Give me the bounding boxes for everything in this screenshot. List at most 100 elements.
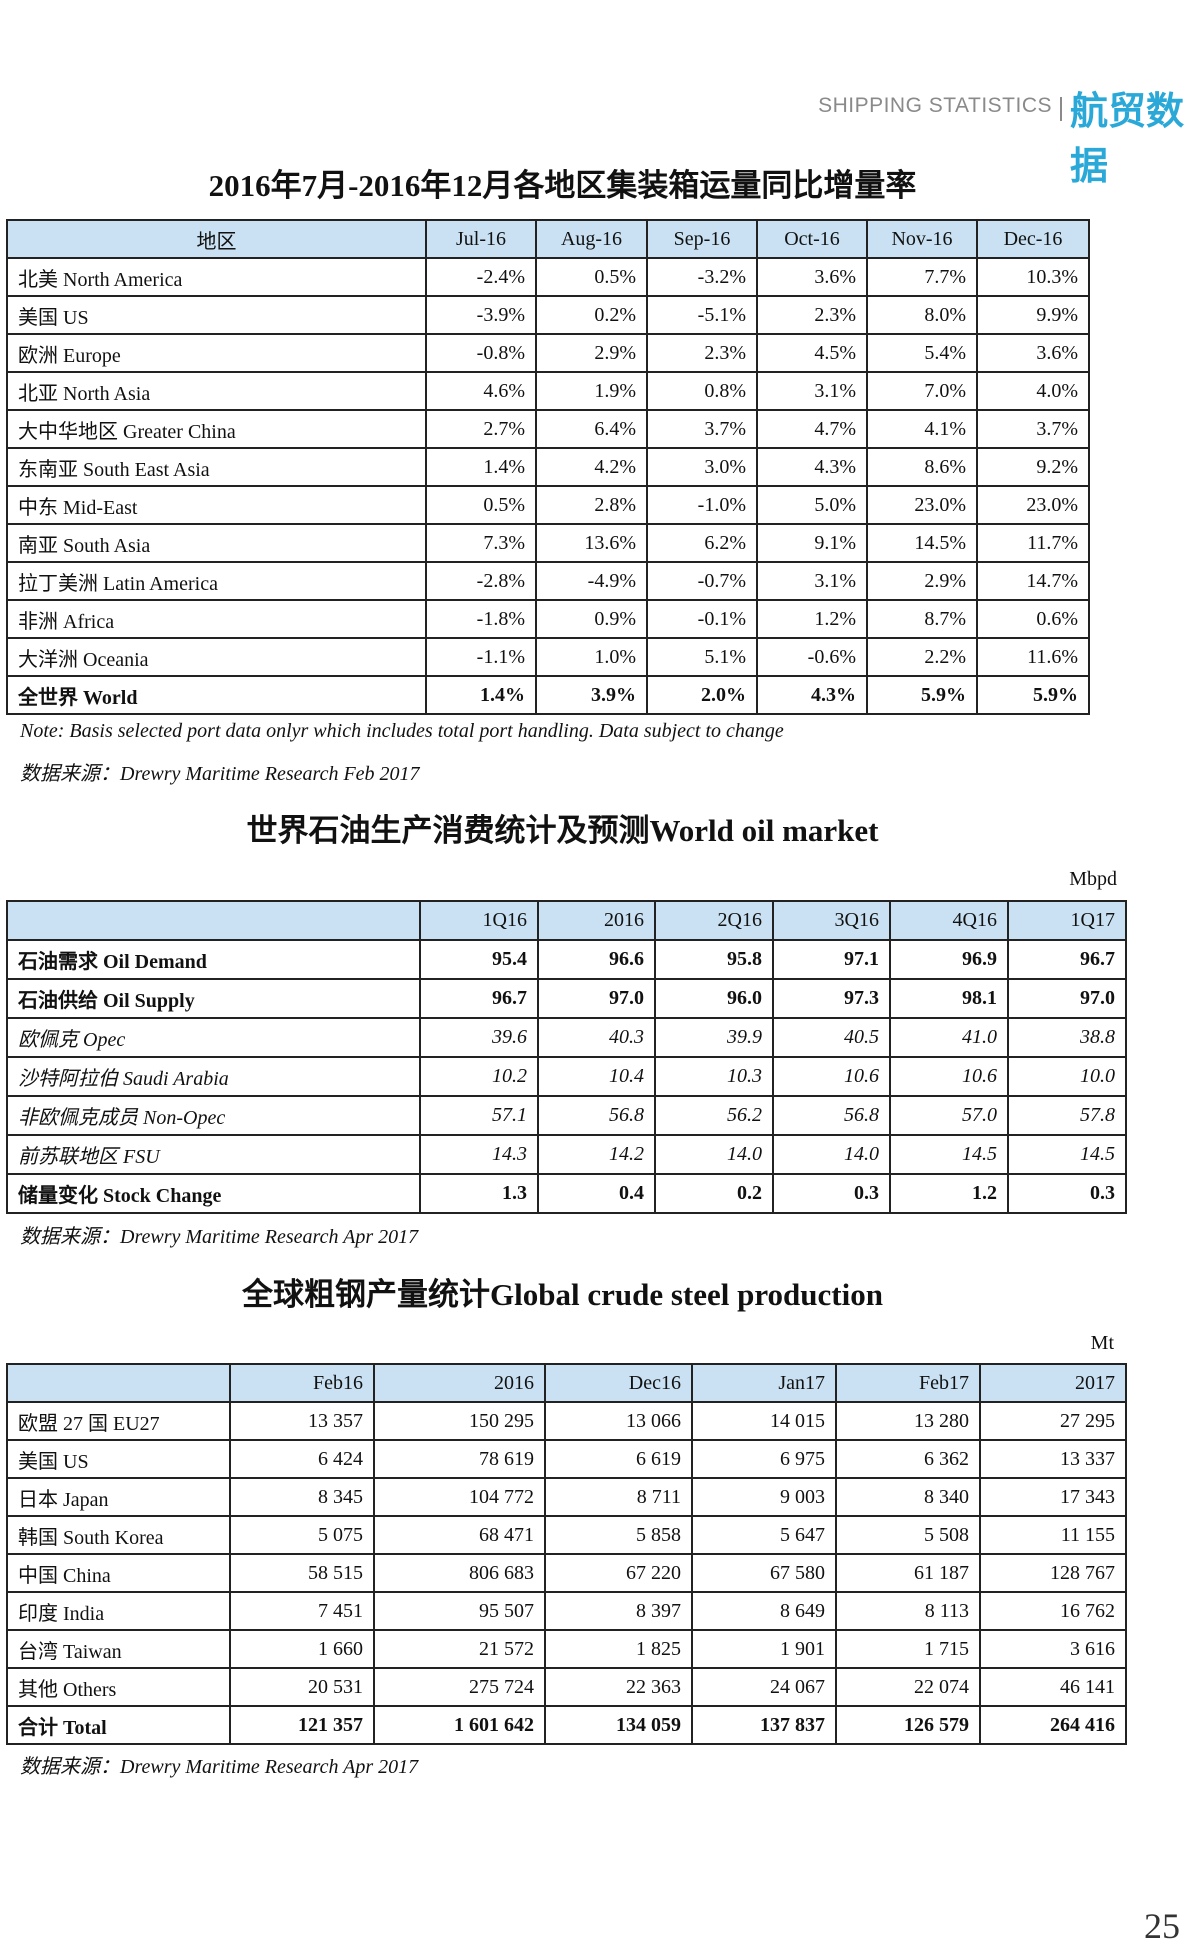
cell: 0.3 bbox=[1007, 1173, 1127, 1214]
table-row: 欧佩克 Opec 39.6 40.3 39.9 40.5 41.0 38.8 bbox=[6, 1017, 1127, 1058]
table-row: 中国 China 58 515 806 683 67 220 67 580 61 187 1… bbox=[6, 1553, 1127, 1593]
cell: -2.8% bbox=[425, 561, 537, 601]
row-label: 石油供给 Oil Supply bbox=[6, 978, 421, 1019]
cell: 14.5 bbox=[1007, 1134, 1127, 1175]
row-label: 韩国 South Korea bbox=[6, 1515, 231, 1555]
header-cell: Feb17 bbox=[835, 1363, 981, 1403]
cell: 10.3% bbox=[976, 257, 1090, 297]
cell: 9.9% bbox=[976, 295, 1090, 335]
cell: 95.4 bbox=[419, 939, 539, 980]
row-label: 合计 Total bbox=[6, 1705, 231, 1745]
table-title: 世界石油生产消费统计及预测World oil market bbox=[246, 813, 879, 848]
cell: -0.6% bbox=[756, 637, 868, 677]
cell: 9 003 bbox=[691, 1477, 837, 1517]
header-cell: Sep-16 bbox=[646, 219, 758, 259]
header-cell: Oct-16 bbox=[756, 219, 868, 259]
cell: 14.2 bbox=[537, 1134, 656, 1175]
cell: 1 601 642 bbox=[373, 1705, 546, 1745]
cell: 23.0% bbox=[866, 485, 978, 525]
cell: 2.3% bbox=[646, 333, 758, 373]
cell: 4.5% bbox=[756, 333, 868, 373]
cell: 2.9% bbox=[535, 333, 648, 373]
row-label: 印度 India bbox=[6, 1591, 231, 1631]
cell: 6 975 bbox=[691, 1439, 837, 1479]
cell: 2.8% bbox=[535, 485, 648, 525]
cell: 1 715 bbox=[835, 1629, 981, 1669]
table-row: 储量变化 Stock Change 1.3 0.4 0.2 0.3 1.2 0.3 bbox=[6, 1173, 1127, 1214]
cell: 6.2% bbox=[646, 523, 758, 563]
oil-table: 1Q16 2016 2Q16 3Q16 4Q16 1Q17 石油需求 Oil Demand 9… bbox=[6, 900, 1127, 1214]
cell: 121 357 bbox=[229, 1705, 375, 1745]
cell: 22 363 bbox=[544, 1667, 693, 1707]
row-label: 非欧佩克成员 Non-Opec bbox=[6, 1095, 421, 1136]
header-cell: Jul-16 bbox=[425, 219, 537, 259]
cell: 4.2% bbox=[535, 447, 648, 487]
header-row: 1Q16 2016 2Q16 3Q16 4Q16 1Q17 bbox=[6, 900, 1127, 941]
header-cell: 2016 bbox=[537, 900, 656, 941]
header-row: 地区 Jul-16 Aug-16 Sep-16 Oct-16 Nov-16 Dec-16 bbox=[6, 219, 1090, 259]
table-row: 欧盟 27 国 EU27 13 357 150 295 13 066 14 015 13 … bbox=[6, 1401, 1127, 1441]
cell: 4.3% bbox=[756, 675, 868, 715]
cell: 5.0% bbox=[756, 485, 868, 525]
cell: 14.3 bbox=[419, 1134, 539, 1175]
cell: -1.0% bbox=[646, 485, 758, 525]
table-row: 大洋洲 Oceania -1.1% 1.0% 5.1% -0.6% 2.2% 11.6% bbox=[6, 637, 1090, 677]
cell: 97.1 bbox=[772, 939, 891, 980]
cell: 10.4 bbox=[537, 1056, 656, 1097]
cell: 56.2 bbox=[654, 1095, 774, 1136]
unit: Mt bbox=[1090, 1332, 1114, 1354]
cell: 40.3 bbox=[537, 1017, 656, 1058]
cell: 9.1% bbox=[756, 523, 868, 563]
cell: 1.2 bbox=[889, 1173, 1009, 1214]
cell: -1.8% bbox=[425, 599, 537, 639]
row-label: 欧洲 Europe bbox=[6, 333, 427, 373]
table-row: 石油供给 Oil Supply 96.7 97.0 96.0 97.3 98.1 97.0 bbox=[6, 978, 1127, 1019]
table-row: 北亚 North Asia 4.6% 1.9% 0.8% 3.1% 7.0% 4.0% bbox=[6, 371, 1090, 411]
cell: 14.5% bbox=[866, 523, 978, 563]
table-row: 台湾 Taiwan 1 660 21 572 1 825 1 901 1 715 3 616 bbox=[6, 1629, 1127, 1669]
header-cell: 2Q16 bbox=[654, 900, 774, 941]
cell: 3.7% bbox=[646, 409, 758, 449]
cell: 8 345 bbox=[229, 1477, 375, 1517]
cell: 24 067 bbox=[691, 1667, 837, 1707]
cell: 10.0 bbox=[1007, 1056, 1127, 1097]
cell: 8.6% bbox=[866, 447, 978, 487]
cell: 14.7% bbox=[976, 561, 1090, 601]
cell: 97.0 bbox=[1007, 978, 1127, 1019]
cell: 1.9% bbox=[535, 371, 648, 411]
header-cell: 1Q16 bbox=[419, 900, 539, 941]
cell: 8 397 bbox=[544, 1591, 693, 1631]
cell: 6 424 bbox=[229, 1439, 375, 1479]
cell: 13 357 bbox=[229, 1401, 375, 1441]
header-cell: Feb16 bbox=[229, 1363, 375, 1403]
cell: 46 141 bbox=[979, 1667, 1127, 1707]
row-label: 中东 Mid-East bbox=[6, 485, 427, 525]
cell: -2.4% bbox=[425, 257, 537, 297]
cell: 5.9% bbox=[976, 675, 1090, 715]
cell: 95.8 bbox=[654, 939, 774, 980]
table-row: 大中华地区 Greater China 2.7% 6.4% 3.7% 4.7% 4.1% 3… bbox=[6, 409, 1090, 449]
header-section: SHIPPING STATISTICS bbox=[818, 94, 1052, 117]
cell: 2.0% bbox=[646, 675, 758, 715]
cell: 13 066 bbox=[544, 1401, 693, 1441]
note: Note: Basis selected port data onlyr whi… bbox=[20, 720, 784, 742]
cell: 2.2% bbox=[866, 637, 978, 677]
cell: 104 772 bbox=[373, 1477, 546, 1517]
row-label: 前苏联地区 FSU bbox=[6, 1134, 421, 1175]
cell: 4.1% bbox=[866, 409, 978, 449]
table-row: 前苏联地区 FSU 14.3 14.2 14.0 14.0 14.5 14.5 bbox=[6, 1134, 1127, 1175]
header-cell: 地区 bbox=[6, 219, 427, 259]
cell: 1.4% bbox=[425, 675, 537, 715]
cell: 128 767 bbox=[979, 1553, 1127, 1593]
cell: 13.6% bbox=[535, 523, 648, 563]
cell: 20 531 bbox=[229, 1667, 375, 1707]
table-row: 韩国 South Korea 5 075 68 471 5 858 5 647 5 508… bbox=[6, 1515, 1127, 1555]
header-cell: Aug-16 bbox=[535, 219, 648, 259]
cell: 38.8 bbox=[1007, 1017, 1127, 1058]
table-row: 中东 Mid-East 0.5% 2.8% -1.0% 5.0% 23.0% 23.0% bbox=[6, 485, 1090, 525]
cell: 10.6 bbox=[889, 1056, 1009, 1097]
table-row: 东南亚 South East Asia 1.4% 4.2% 3.0% 4.3% 8.6% 9… bbox=[6, 447, 1090, 487]
cell: 6 362 bbox=[835, 1439, 981, 1479]
source: 数据来源：Drewry Maritime Research Feb 2017 bbox=[20, 763, 420, 785]
page-number: 25 bbox=[1144, 1906, 1180, 1946]
